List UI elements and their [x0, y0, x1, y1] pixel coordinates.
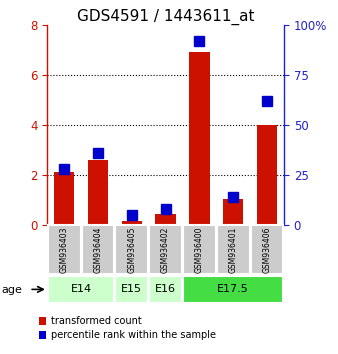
Bar: [189, 52, 210, 225]
Bar: [48, 276, 115, 303]
Text: E15: E15: [121, 284, 142, 295]
Text: E14: E14: [71, 284, 92, 295]
Bar: [116, 225, 148, 274]
Bar: [88, 160, 108, 225]
Text: GSM936405: GSM936405: [127, 226, 136, 273]
Text: E17.5: E17.5: [217, 284, 249, 295]
Text: GSM936404: GSM936404: [94, 226, 102, 273]
Bar: [48, 225, 81, 274]
Bar: [149, 225, 182, 274]
Text: GSM936400: GSM936400: [195, 226, 204, 273]
Bar: [116, 276, 148, 303]
Text: E16: E16: [155, 284, 176, 295]
Bar: [251, 225, 283, 274]
Text: age: age: [2, 285, 23, 295]
Title: GDS4591 / 1443611_at: GDS4591 / 1443611_at: [77, 8, 255, 25]
Text: GSM936403: GSM936403: [60, 226, 69, 273]
Bar: [257, 125, 277, 225]
Text: GSM936406: GSM936406: [263, 226, 271, 273]
Bar: [82, 225, 114, 274]
Legend: transformed count, percentile rank within the sample: transformed count, percentile rank withi…: [39, 316, 216, 340]
Bar: [155, 213, 176, 225]
Bar: [54, 172, 74, 225]
Bar: [183, 225, 216, 274]
Text: GSM936401: GSM936401: [229, 226, 238, 273]
Bar: [217, 225, 249, 274]
Text: GSM936402: GSM936402: [161, 226, 170, 273]
Bar: [183, 276, 284, 303]
Bar: [149, 276, 182, 303]
Bar: [223, 199, 243, 225]
Bar: [122, 221, 142, 225]
